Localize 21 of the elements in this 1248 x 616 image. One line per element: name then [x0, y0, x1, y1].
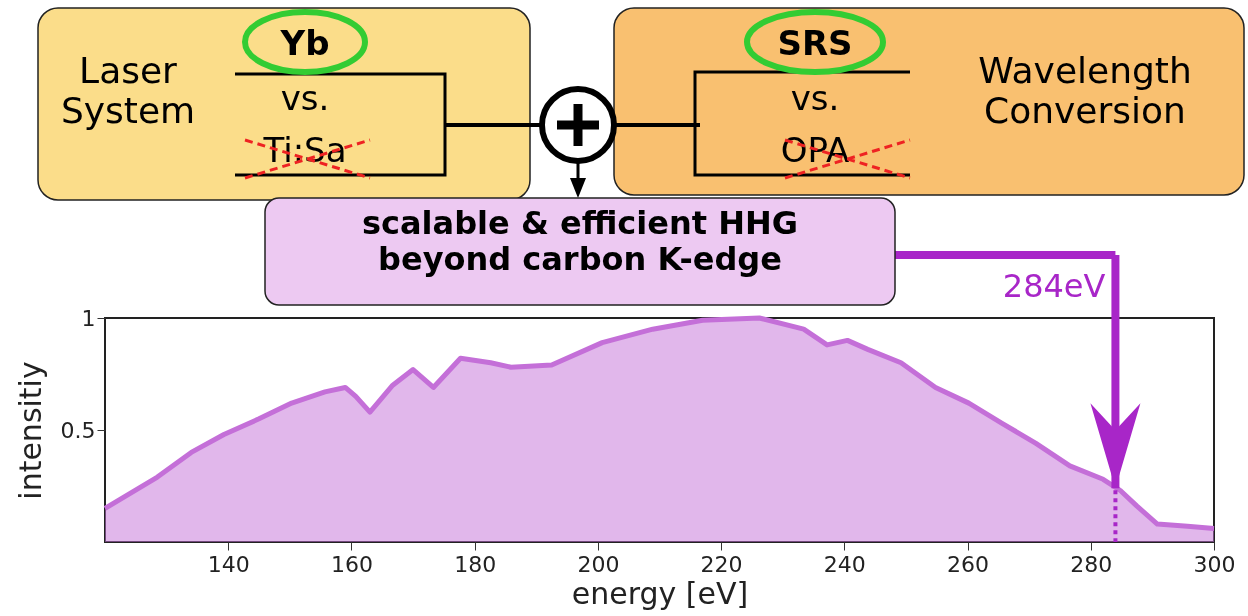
annotation: 284eV — [1002, 267, 1106, 305]
x-tick-label: 280 — [1070, 551, 1113, 577]
x-tick-label: 260 — [947, 551, 990, 577]
text: scalable & efficient HHG beyond carbon K-edge — [361, 204, 799, 278]
text: Wavelength Conversion — [978, 50, 1192, 131]
x-tick-label: 160 — [330, 551, 373, 577]
text: Laser System — [60, 50, 196, 131]
y-tick-label: 0.5 — [60, 417, 96, 443]
y-axis-title: intensitiy — [12, 361, 48, 500]
y-tick-label: 1 — [81, 305, 96, 331]
x-tick-label: 300 — [1193, 551, 1236, 577]
x-tick-label: 240 — [823, 551, 866, 577]
x-tick-label: 200 — [577, 551, 620, 577]
x-tick-label: 180 — [454, 551, 497, 577]
x-tick-label: 140 — [207, 551, 250, 577]
x-tick-label: 220 — [700, 551, 743, 577]
text: vs. — [790, 78, 840, 118]
text: Yb — [279, 23, 330, 63]
text: vs. — [280, 78, 330, 118]
x-axis-title: energy [eV] — [571, 575, 749, 611]
text: SRS — [777, 23, 853, 63]
